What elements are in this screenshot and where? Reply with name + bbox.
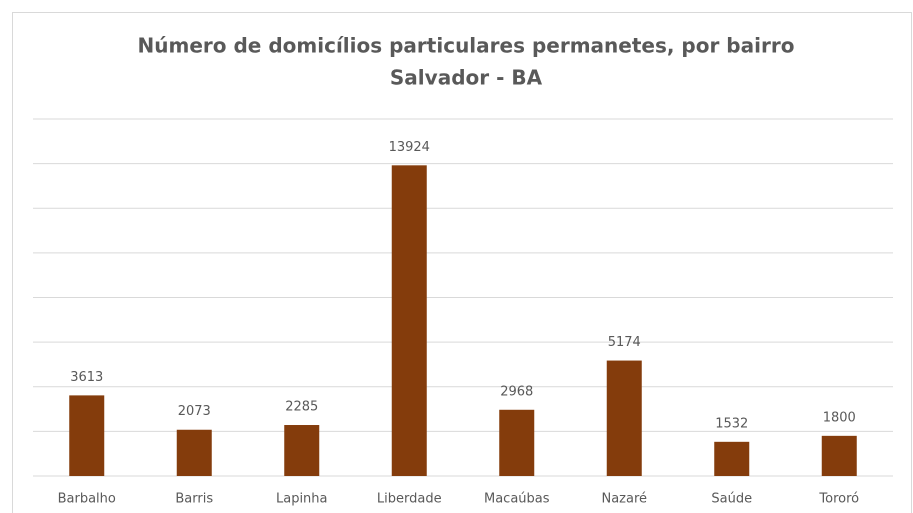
data-label: 2285 (285, 400, 318, 415)
data-label: 2073 (178, 404, 211, 419)
x-tick-label: Saúde (711, 492, 752, 507)
bar (69, 395, 105, 476)
data-label: 5174 (608, 335, 641, 350)
x-tick-label: Macaúbas (484, 492, 550, 507)
bar (606, 360, 642, 476)
chart-title: Número de domicílios particulares perman… (138, 34, 795, 58)
bar (714, 441, 750, 476)
x-tick-label: Barbalho (58, 492, 116, 507)
data-label: 1532 (715, 416, 748, 431)
bar (176, 429, 212, 476)
x-tick-label: Liberdade (377, 492, 442, 507)
chart-title: Salvador - BA (390, 66, 543, 90)
chart-frame (12, 12, 912, 513)
bar (391, 165, 427, 477)
data-label: 1800 (823, 410, 856, 425)
data-label: 13924 (389, 140, 430, 155)
x-tick-label: Nazaré (601, 492, 647, 507)
data-label: 3613 (70, 370, 103, 385)
data-label: 2968 (500, 384, 533, 399)
bar (821, 435, 857, 476)
x-tick-label: Tororó (818, 492, 859, 507)
bar (284, 425, 320, 476)
x-tick-label: Barris (175, 492, 213, 507)
bar (499, 409, 535, 476)
x-tick-label: Lapinha (276, 492, 328, 507)
